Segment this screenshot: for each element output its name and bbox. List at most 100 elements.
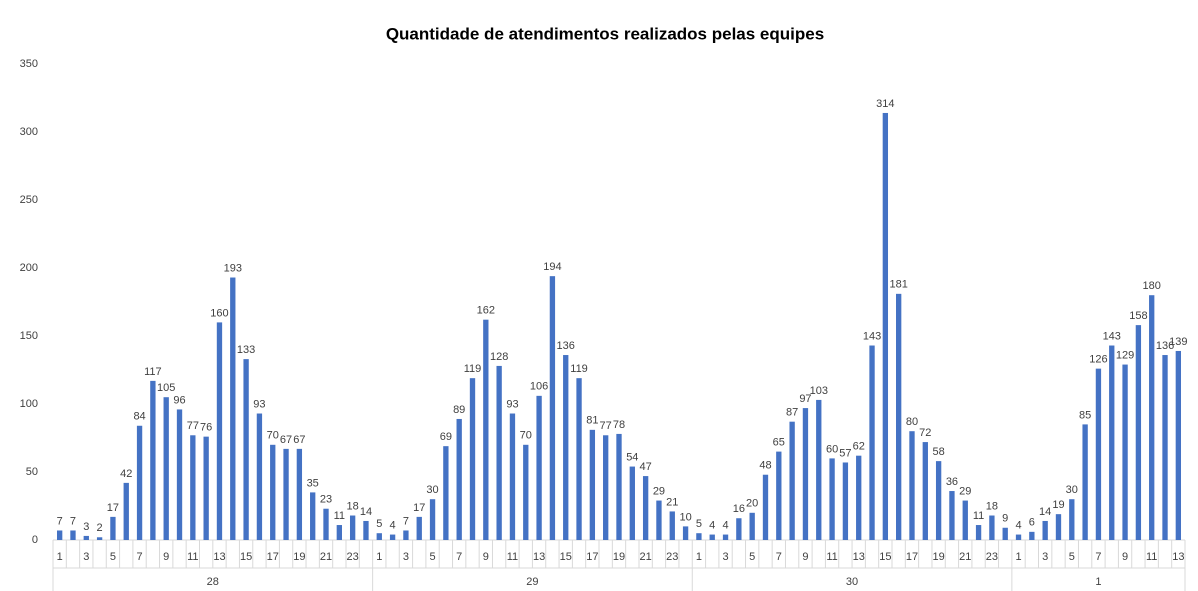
bar: [749, 512, 755, 540]
data-label: 60: [826, 443, 838, 455]
bar: [989, 515, 995, 540]
bar: [429, 499, 436, 540]
data-label: 97: [799, 393, 811, 405]
bar: [603, 435, 609, 540]
data-label: 7: [70, 515, 76, 527]
data-label: 77: [600, 420, 612, 432]
x-tick-label: 13: [853, 551, 865, 563]
bar: [682, 526, 689, 540]
data-label: 30: [426, 484, 438, 496]
bar: [722, 534, 729, 540]
x-tick-label: 23: [666, 551, 678, 563]
bar: [123, 482, 129, 540]
data-label: 143: [863, 330, 881, 342]
data-label: 67: [293, 434, 305, 446]
data-label: 3: [83, 521, 89, 533]
x-tick-label: 5: [749, 551, 755, 563]
data-label: 17: [413, 502, 425, 514]
data-label: 57: [839, 447, 851, 459]
data-label: 106: [530, 381, 548, 393]
bar: [363, 520, 369, 540]
data-label: 5: [376, 518, 382, 530]
data-label: 4: [722, 519, 728, 531]
data-label: 4: [390, 519, 396, 531]
bar: [1122, 364, 1128, 540]
bar: [563, 355, 569, 540]
bar: [110, 516, 116, 540]
bar: [909, 431, 915, 540]
data-label: 133: [237, 344, 255, 356]
bar: [163, 397, 169, 540]
bar: [1162, 355, 1168, 540]
bar: [203, 436, 209, 540]
bar: [935, 461, 942, 540]
x-tick-label: 5: [110, 551, 116, 563]
bar: [762, 474, 769, 540]
x-tick-label: 1: [376, 551, 382, 563]
bar: [869, 345, 875, 540]
data-label: 11: [334, 510, 345, 522]
bar: [816, 399, 822, 540]
bar: [150, 380, 156, 540]
data-label: 85: [1079, 409, 1091, 421]
bar: [1015, 534, 1022, 540]
x-tick-label: 7: [776, 551, 782, 563]
x-tick-label: 1: [696, 551, 702, 563]
data-label: 87: [786, 407, 798, 419]
y-tick-label: 200: [20, 262, 38, 274]
bar: [1002, 527, 1008, 540]
bar: [696, 533, 702, 540]
data-label: 29: [959, 485, 971, 497]
bar: [270, 444, 276, 540]
bar: [1109, 345, 1115, 540]
bar: [1175, 350, 1182, 540]
x-tick-label: 9: [802, 551, 808, 563]
chart-title: Quantidade de atendimentos realizados pe…: [386, 24, 824, 43]
bar: [323, 508, 329, 540]
x-tick-label: 17: [586, 551, 598, 563]
data-label: 21: [666, 496, 678, 508]
bar: [536, 395, 542, 540]
bar: [523, 444, 529, 540]
x-tick-label: 3: [1042, 551, 1048, 563]
y-tick-label: 100: [20, 398, 38, 410]
bar: [962, 500, 968, 540]
bar: [310, 492, 316, 540]
bar: [856, 455, 862, 540]
data-label: 2: [97, 522, 103, 534]
data-label: 30: [1066, 484, 1078, 496]
data-label: 158: [1129, 310, 1147, 322]
x-tick-label: 17: [267, 551, 279, 563]
bar: [802, 408, 809, 540]
data-label: 35: [307, 477, 319, 489]
y-tick-label: 350: [20, 58, 38, 70]
x-tick-label: 19: [932, 551, 944, 563]
x-tick-label: 3: [722, 551, 728, 563]
bar: [389, 534, 396, 540]
data-label: 16: [733, 503, 745, 515]
data-label: 70: [267, 430, 279, 442]
data-label: 7: [403, 515, 409, 527]
group-label: 1: [1095, 576, 1101, 588]
bar: [283, 448, 289, 540]
bar: [1135, 325, 1142, 540]
bar: [922, 442, 928, 540]
data-label: 5: [696, 518, 702, 530]
data-label: 119: [464, 363, 482, 375]
group-label: 29: [526, 576, 538, 588]
data-label: 54: [626, 451, 638, 463]
data-label: 7: [57, 515, 63, 527]
x-tick-label: 3: [403, 551, 409, 563]
data-label: 84: [133, 411, 145, 423]
x-tick-label: 17: [906, 551, 918, 563]
data-label: 143: [1103, 330, 1121, 342]
data-label: 62: [853, 441, 865, 453]
x-tick-label: 1: [1015, 551, 1021, 563]
bar: [56, 530, 63, 540]
x-tick-label: 15: [879, 551, 891, 563]
x-tick-label: 11: [1146, 551, 1157, 563]
data-label: 180: [1143, 280, 1161, 292]
data-label: 14: [1039, 506, 1051, 518]
data-label: 72: [919, 427, 931, 439]
x-tick-label: 21: [640, 551, 652, 563]
